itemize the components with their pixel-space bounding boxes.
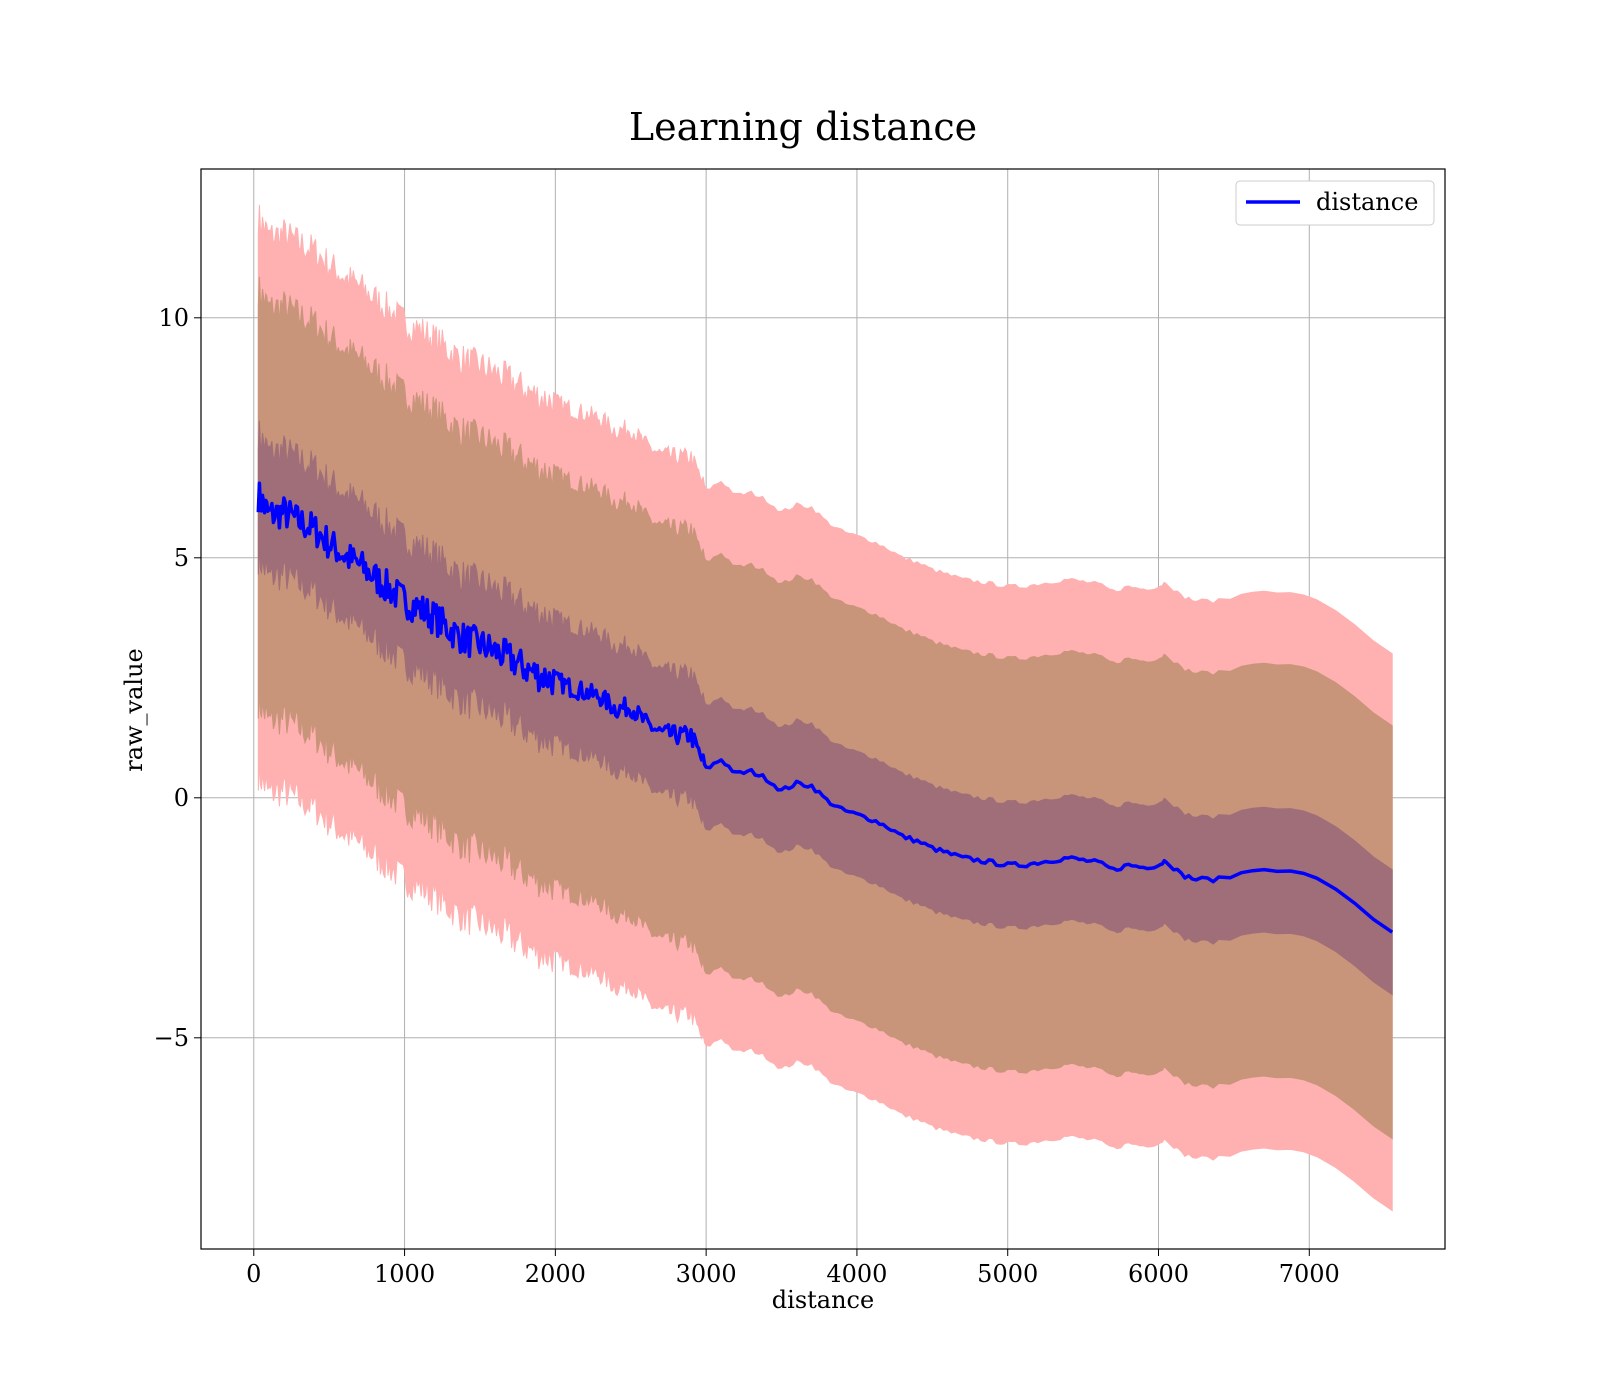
- legend: distance: [1235, 180, 1435, 226]
- x-tick-label-5: 5000: [977, 1260, 1038, 1288]
- y-axis-label: raw_value: [120, 648, 148, 772]
- x-tick-label-1: 1000: [374, 1260, 435, 1288]
- legend-label-distance: distance: [1316, 188, 1418, 216]
- x-tick-label-0: 0: [246, 1260, 261, 1288]
- x-tick-label-4: 4000: [826, 1260, 887, 1288]
- series-line-distance: [256, 481, 1394, 934]
- x-tick-label-2: 2000: [525, 1260, 586, 1288]
- band-2: [257, 420, 1393, 996]
- x-axis: 0 1000 2000 3000 4000 5000 6000 7000: [246, 1249, 1340, 1288]
- x-tick-label-6: 6000: [1128, 1260, 1189, 1288]
- chart-title: Learning distance: [629, 105, 977, 149]
- plot-frame: [200, 168, 1446, 1250]
- x-axis-label: distance: [772, 1286, 874, 1314]
- y-tick-label-2: 5: [174, 544, 189, 572]
- x-tick-label-7: 7000: [1279, 1260, 1340, 1288]
- legend-box: [1235, 180, 1435, 226]
- y-tick-label-3: 10: [158, 304, 189, 332]
- x-tick-label-3: 3000: [676, 1260, 737, 1288]
- y-tick-label-1: 0: [174, 784, 189, 812]
- bands: [257, 204, 1393, 1212]
- y-axis: −5 0 5 10: [154, 304, 201, 1052]
- y-tick-label-0: −5: [154, 1024, 189, 1052]
